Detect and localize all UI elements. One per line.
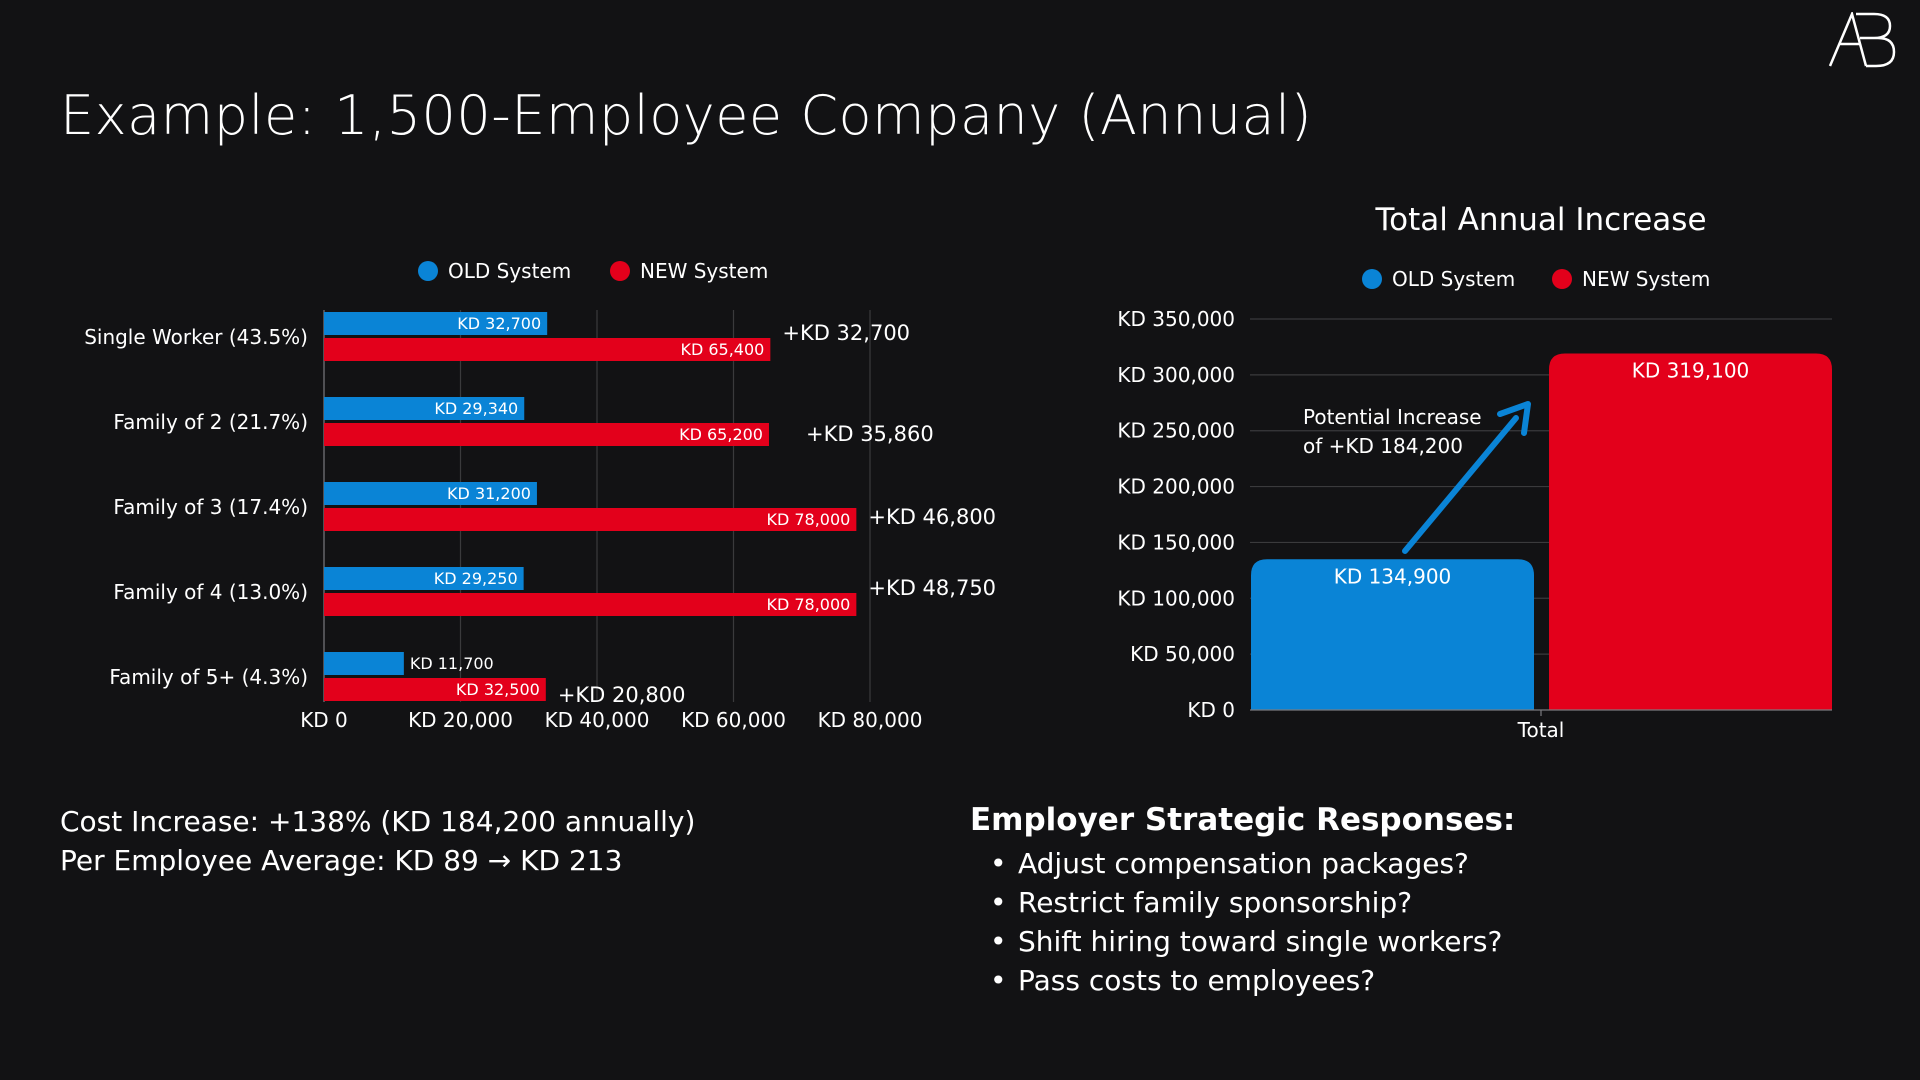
old-total-value-label: KD 134,900 <box>1334 564 1452 588</box>
legend-swatch-new <box>610 261 630 281</box>
increase-arrow-head-icon <box>1497 401 1531 436</box>
old-bar-value-label: KD 11,700 <box>410 654 494 673</box>
new-system-bar <box>324 338 771 361</box>
old-bar-value-label: KD 29,250 <box>434 569 518 588</box>
old-system-bar <box>324 397 525 420</box>
difference-annotation: +KD 35,860 <box>806 422 934 446</box>
new-system-bar <box>324 508 857 531</box>
old-system-bar <box>324 312 548 335</box>
category-label: Family of 2 (21.7%) <box>113 410 308 434</box>
old-bar-value-label: KD 31,200 <box>447 484 531 503</box>
x-category-label: Total <box>1517 718 1565 742</box>
new-system-bar <box>324 423 769 446</box>
cost-summary: Cost Increase: +138% (KD 184,200 annuall… <box>60 802 695 880</box>
increase-arrow-shaft <box>1402 415 1519 554</box>
new-bar-value-label: KD 65,400 <box>680 340 764 359</box>
strategic-responses: Employer Strategic Responses: Adjust com… <box>970 802 1515 1000</box>
family-cost-bar-chart: OLD System NEW System KD 0 KD 20,000 KD 40,0… <box>84 259 996 732</box>
responses-list: Adjust compensation packages? Restrict f… <box>970 844 1515 1000</box>
legend-label: OLD System <box>1392 267 1515 291</box>
y-tick-label: KD 50,000 <box>1130 642 1235 666</box>
category-label: Family of 3 (17.4%) <box>113 495 308 519</box>
x-tick-label: KD 20,000 <box>408 708 513 732</box>
old-system-total-bar <box>1251 559 1534 710</box>
legend-swatch-old <box>1362 269 1382 289</box>
old-bar-value-label: KD 29,340 <box>434 399 518 418</box>
old-system-bar <box>324 567 524 590</box>
new-total-value-label: KD 319,100 <box>1632 359 1750 383</box>
new-bar-value-label: KD 78,000 <box>766 595 850 614</box>
ab-monogram-logo-icon <box>1828 12 1896 68</box>
page-title: Example: 1,500-Employee Company (Annual) <box>60 84 1313 147</box>
x-tick-label: KD 0 <box>300 708 348 732</box>
old-system-bar <box>324 652 404 675</box>
category-label: Family of 4 (13.0%) <box>113 580 308 604</box>
old-system-bar <box>324 482 537 505</box>
legend-swatch-old <box>418 261 438 281</box>
increase-annotation-line-1: Potential Increase <box>1303 405 1482 429</box>
y-tick-label: KD 200,000 <box>1117 475 1235 499</box>
y-tick-label: KD 100,000 <box>1117 586 1235 610</box>
new-system-bar <box>324 678 546 701</box>
chart-title: Total Annual Increase <box>1374 202 1706 238</box>
y-tick-label: KD 150,000 <box>1117 530 1235 554</box>
x-tick-label: KD 60,000 <box>681 708 786 732</box>
y-tick-label: KD 250,000 <box>1117 419 1235 443</box>
per-employee-average-text: Per Employee Average: KD 89 → KD 213 <box>60 844 623 877</box>
list-item: Adjust compensation packages? <box>970 844 1515 883</box>
list-item: Restrict family sponsorship? <box>970 883 1515 922</box>
x-tick-label: KD 80,000 <box>818 708 923 732</box>
difference-annotation: +KD 32,700 <box>782 321 910 345</box>
increase-annotation-line-2: of +KD 184,200 <box>1303 434 1463 458</box>
legend-label: OLD System <box>448 259 571 283</box>
y-tick-label: KD 300,000 <box>1117 363 1235 387</box>
difference-annotation: +KD 48,750 <box>868 576 996 600</box>
total-annual-increase-chart: Total Annual Increase OLD System NEW Syste… <box>1117 202 1832 742</box>
difference-annotation: +KD 46,800 <box>868 505 996 529</box>
list-item: Shift hiring toward single workers? <box>970 922 1515 961</box>
legend-label: NEW System <box>640 259 768 283</box>
category-label: Family of 5+ (4.3%) <box>109 665 308 689</box>
y-tick-label: KD 350,000 <box>1117 307 1235 331</box>
difference-annotation: +KD 20,800 <box>558 683 686 707</box>
old-bar-value-label: KD 32,700 <box>457 314 541 333</box>
new-bar-value-label: KD 65,200 <box>679 425 763 444</box>
category-label: Single Worker (43.5%) <box>84 325 308 349</box>
list-item: Pass costs to employees? <box>970 961 1515 1000</box>
new-bar-value-label: KD 32,500 <box>456 680 540 699</box>
new-bar-value-label: KD 78,000 <box>766 510 850 529</box>
legend-label: NEW System <box>1582 267 1710 291</box>
new-system-bar <box>324 593 857 616</box>
y-tick-label: KD 0 <box>1187 698 1235 722</box>
new-system-total-bar <box>1549 353 1832 710</box>
x-tick-label: KD 40,000 <box>545 708 650 732</box>
cost-increase-text: Cost Increase: +138% (KD 184,200 annuall… <box>60 805 696 838</box>
responses-heading: Employer Strategic Responses: <box>970 802 1516 838</box>
legend-swatch-new <box>1552 269 1572 289</box>
